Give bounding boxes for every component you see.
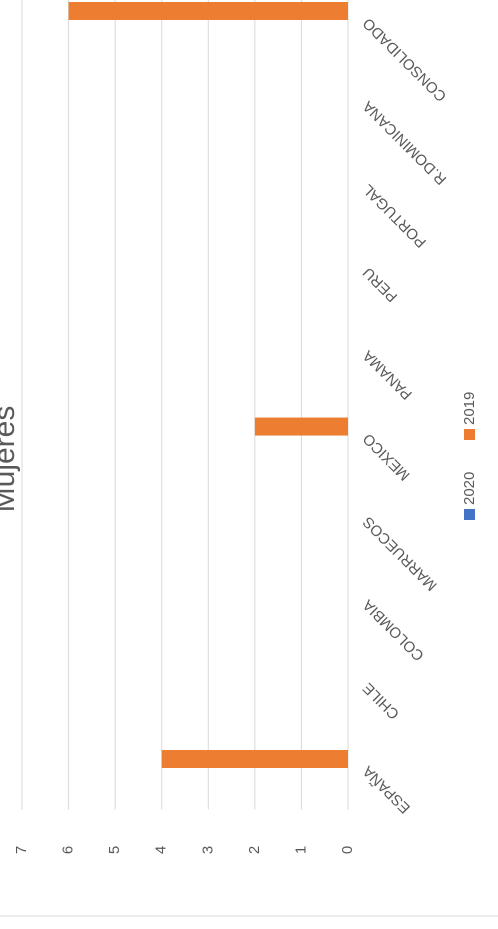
bar: [161, 750, 348, 768]
x-tick-label: PERU: [360, 264, 401, 305]
x-tick-label: MEXICO: [360, 430, 414, 484]
y-tick-label: 5: [106, 846, 123, 854]
x-tick-label: R.DOMINICANA: [360, 97, 450, 187]
x-tick-label: CHILE: [360, 679, 403, 722]
y-tick-label: 7: [13, 846, 30, 854]
chart-title: Mujeres: [0, 406, 21, 513]
legend-label: 2020: [461, 472, 478, 505]
y-tick-label: 3: [199, 846, 216, 854]
bar: [254, 417, 349, 436]
x-tick-label: COLOMBIA: [360, 596, 428, 664]
bar: [68, 2, 348, 20]
y-tick-label: 4: [153, 846, 170, 854]
x-tick-label: CONSOLIDADO: [360, 14, 450, 104]
x-tick-label: ESPAÑA: [360, 762, 414, 816]
y-tick-label: 6: [60, 846, 77, 854]
legend-swatch: [464, 429, 475, 440]
legend-swatch: [464, 509, 475, 520]
x-tick-label: PANAMA: [360, 347, 416, 403]
y-tick-label: 1: [292, 846, 309, 854]
legend-label: 2019: [461, 392, 478, 425]
y-tick-label: 2: [246, 846, 263, 854]
x-tick-label: MARRUECOS: [360, 513, 441, 594]
y-tick-label: 0: [339, 846, 356, 854]
x-tick-label: PORTUGAL: [360, 181, 430, 251]
